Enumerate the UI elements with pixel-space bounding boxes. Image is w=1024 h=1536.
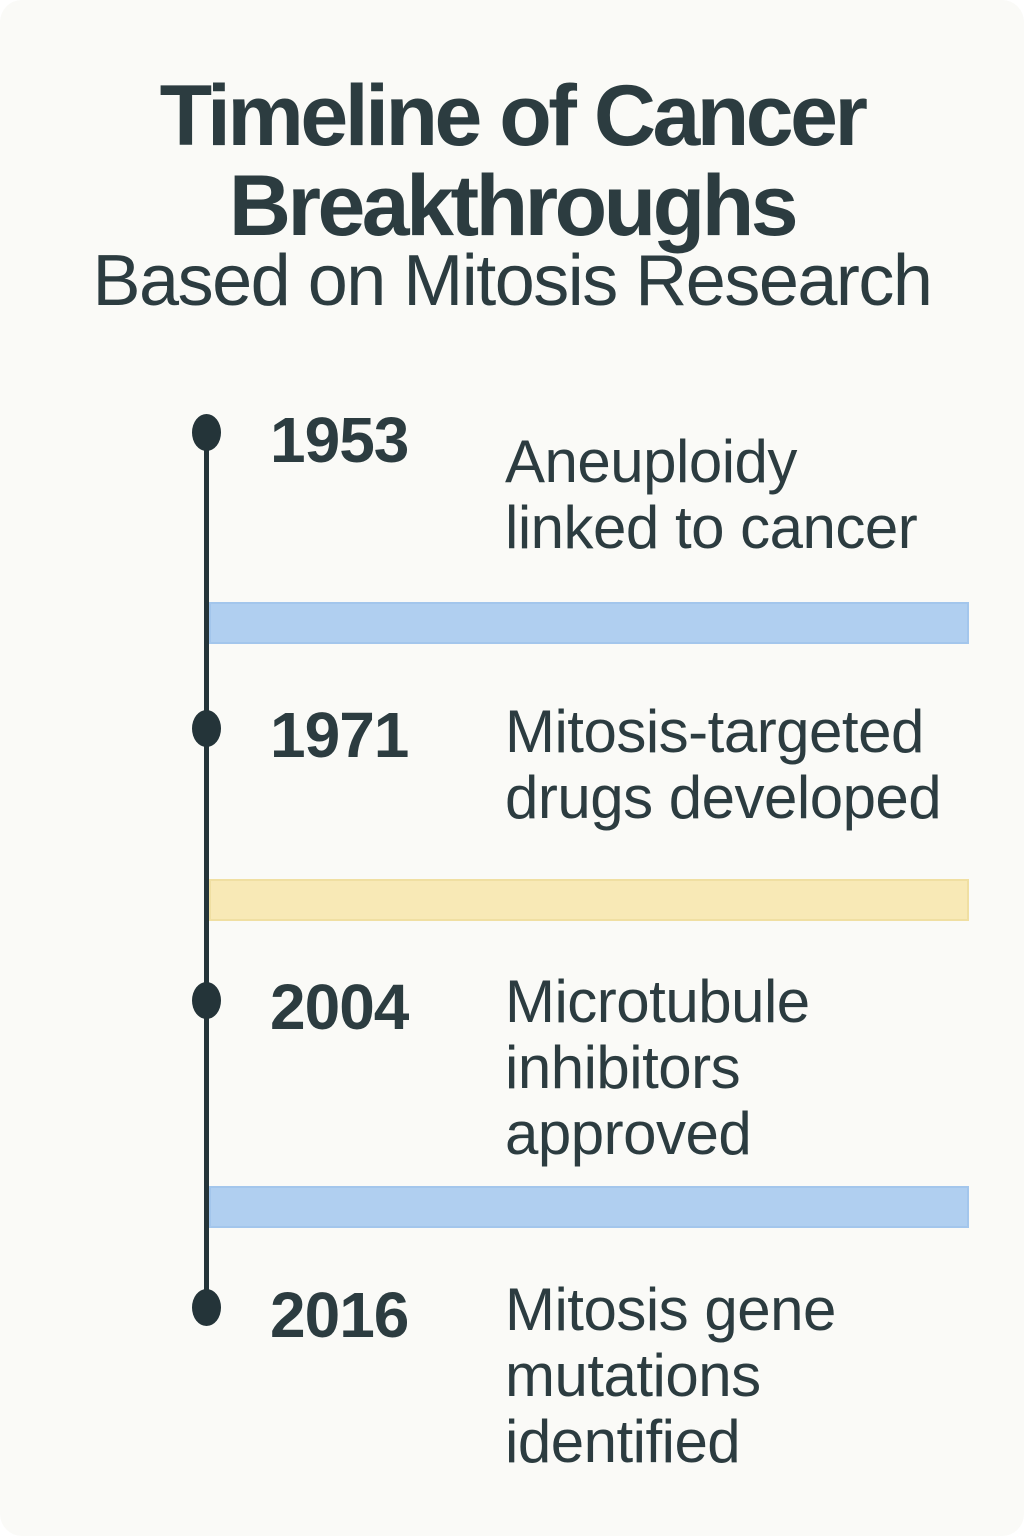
- event-description-2004: Microtubule inhibitors approved: [505, 968, 810, 1167]
- event-description-1953: Aneuploidy linked to cancer: [505, 428, 918, 561]
- year-label-1971: 1971: [270, 699, 409, 771]
- highlight-band-yellow: [209, 879, 969, 921]
- year-label-2004: 2004: [270, 971, 409, 1043]
- event-description-1971: Mitosis-targeted drugs developed: [505, 698, 942, 831]
- page-subtitle: Based on Mitosis Research: [92, 241, 933, 321]
- timeline-dot-1971: [192, 710, 221, 747]
- year-label-1953: 1953: [270, 404, 409, 476]
- highlight-band-blue-2: [209, 1186, 969, 1228]
- page-title: Timeline of Cancer Breakthroughs: [0, 71, 1024, 251]
- timeline-dot-2004: [192, 982, 221, 1019]
- year-label-2016: 2016: [270, 1279, 409, 1351]
- timeline-dot-2016: [192, 1289, 221, 1326]
- timeline-dot-1953: [192, 414, 221, 451]
- timeline-line: [204, 433, 209, 1308]
- event-description-2016: Mitosis gene mutations identified: [505, 1276, 836, 1475]
- highlight-band-blue-1: [209, 602, 969, 644]
- title-line-2: Breakthroughs: [228, 158, 799, 254]
- title-line-1: Timeline of Cancer: [159, 68, 868, 164]
